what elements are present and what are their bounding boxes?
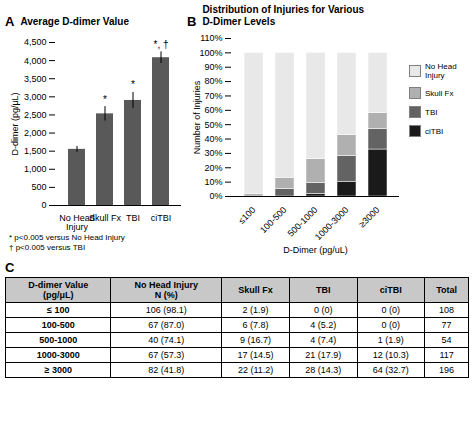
html-text:22 (11.2): 22 (11.2) bbox=[237, 365, 274, 375]
svg-text:0%: 0% bbox=[209, 191, 222, 201]
html-text:117: 117 bbox=[439, 350, 454, 360]
html-text:No Head Injury N (%): No Head Injury N (%) bbox=[134, 280, 199, 300]
html-text:28 (14.3): 28 (14.3) bbox=[305, 365, 342, 375]
html-text:TBI: TBI bbox=[315, 285, 331, 295]
svg-text:*, †: *, † bbox=[153, 39, 168, 50]
svg-text:4,000: 4,000 bbox=[24, 55, 47, 65]
html-text:0 (0): 0 (0) bbox=[381, 305, 401, 315]
svg-text:1,500: 1,500 bbox=[24, 146, 47, 156]
html-text:67 (87.0): 67 (87.0) bbox=[148, 320, 185, 330]
svg-text:Skull Fx: Skull Fx bbox=[89, 213, 122, 223]
svg-text:ciTBI: ciTBI bbox=[151, 213, 172, 223]
svg-text:500: 500 bbox=[31, 182, 46, 192]
html-text:40 (74.1): 40 (74.1) bbox=[148, 335, 185, 345]
svg-text:100-500: 100-500 bbox=[258, 205, 288, 235]
html-text:108: 108 bbox=[439, 305, 455, 315]
svg-text:40%: 40% bbox=[204, 134, 222, 144]
html-text:4 (7.4): 4 (7.4) bbox=[310, 335, 337, 345]
html-text:196: 196 bbox=[439, 365, 455, 375]
svg-text:500-1000: 500-1000 bbox=[285, 204, 320, 239]
svg-text:TBI: TBI bbox=[126, 213, 140, 223]
svg-text:90%: 90% bbox=[204, 62, 222, 72]
html-text:9 (16.7): 9 (16.7) bbox=[240, 335, 272, 345]
svg-text:2,000: 2,000 bbox=[24, 128, 47, 138]
svg-text:10%: 10% bbox=[204, 177, 222, 187]
html-text:0 (0): 0 (0) bbox=[313, 305, 333, 315]
html-text:≤ 100: ≤ 100 bbox=[47, 305, 70, 315]
html-text:0 (0): 0 (0) bbox=[381, 320, 401, 330]
svg-text:≤100: ≤100 bbox=[236, 205, 257, 226]
html-text:A Average D-dimer Value: A Average D-dimer Value bbox=[5, 14, 129, 29]
html-text:D-dimer Value (pg/μL): D-dimer Value (pg/μL) bbox=[28, 280, 89, 300]
html-text:TBI: TBI bbox=[425, 107, 438, 117]
html-text:* p<0.005 versus No Head Injur: * p<0.005 versus No Head Injury bbox=[9, 233, 125, 242]
html-text:54: 54 bbox=[441, 335, 452, 345]
html-text:77: 77 bbox=[441, 320, 452, 330]
svg-text:*: * bbox=[103, 94, 107, 105]
svg-text:0: 0 bbox=[41, 200, 46, 210]
svg-text:20%: 20% bbox=[204, 163, 222, 173]
html-text:C: C bbox=[5, 260, 15, 275]
html-text:Distribution of Injuries for V: Distribution of Injuries for Various D-D… bbox=[202, 4, 365, 27]
svg-text:4,500: 4,500 bbox=[24, 37, 47, 47]
svg-text:80%: 80% bbox=[204, 76, 222, 86]
svg-text:2,500: 2,500 bbox=[24, 110, 47, 120]
html-text:No Head: No Head bbox=[59, 212, 95, 223]
svg-text:110%: 110% bbox=[200, 33, 222, 43]
html-text:≥ 3000: ≥ 3000 bbox=[44, 365, 72, 375]
html-text:12 (10.3): 12 (10.3) bbox=[372, 350, 409, 360]
html-text:64 (32.7): 64 (32.7) bbox=[372, 365, 409, 375]
svg-text:3,000: 3,000 bbox=[24, 92, 47, 102]
html-text:4 (5.2): 4 (5.2) bbox=[310, 320, 337, 330]
svg-text:100%: 100% bbox=[199, 48, 222, 58]
html-text:No Head Injury: No Head Injury bbox=[425, 62, 457, 80]
html-text:1000-3000: 1000-3000 bbox=[36, 350, 80, 360]
html-text:21 (17.9): 21 (17.9) bbox=[305, 350, 342, 360]
svg-text:≥3000: ≥3000 bbox=[357, 205, 382, 230]
html-text:B: B bbox=[187, 14, 197, 29]
html-text:Total: Total bbox=[436, 285, 457, 295]
svg-text:60%: 60% bbox=[204, 105, 222, 115]
html-text:106 (98.1): 106 (98.1) bbox=[145, 305, 187, 315]
svg-text:D-dimer (pg/μL): D-dimer (pg/μL) bbox=[10, 92, 20, 155]
html-text:† p<0.005 versus TBI: † p<0.005 versus TBI bbox=[9, 243, 86, 252]
html-text:17 (14.5): 17 (14.5) bbox=[237, 350, 274, 360]
html-text:ciTBI: ciTBI bbox=[425, 126, 444, 136]
svg-text:1,000: 1,000 bbox=[24, 164, 47, 174]
html-text:Skull Fx: Skull Fx bbox=[425, 88, 454, 98]
html-text:67 (57.3): 67 (57.3) bbox=[148, 350, 185, 360]
html-text:2 (1.9): 2 (1.9) bbox=[242, 305, 269, 315]
html-text:82 (41.8): 82 (41.8) bbox=[148, 365, 185, 375]
html-text:100-500: 100-500 bbox=[41, 320, 75, 330]
html-text:1 (1.9): 1 (1.9) bbox=[377, 335, 404, 345]
html-text:6 (7.8): 6 (7.8) bbox=[242, 320, 269, 330]
svg-text:D-Dimer (pg/uL): D-Dimer (pg/uL) bbox=[283, 245, 348, 255]
svg-text:30%: 30% bbox=[204, 148, 222, 158]
html-text:Skull Fx: Skull Fx bbox=[238, 285, 273, 295]
svg-text:70%: 70% bbox=[204, 91, 222, 101]
svg-text:1000-3000: 1000-3000 bbox=[313, 205, 351, 243]
html-text:Injury: Injury bbox=[66, 221, 88, 232]
svg-text:50%: 50% bbox=[204, 120, 222, 130]
svg-text:*: * bbox=[131, 79, 135, 90]
html-text:500-1000: 500-1000 bbox=[39, 335, 78, 345]
html-text:ciTBI: ciTBI bbox=[379, 285, 402, 295]
svg-text:3,500: 3,500 bbox=[24, 74, 47, 84]
svg-text:Number of Injuries: Number of Injuries bbox=[192, 80, 202, 154]
